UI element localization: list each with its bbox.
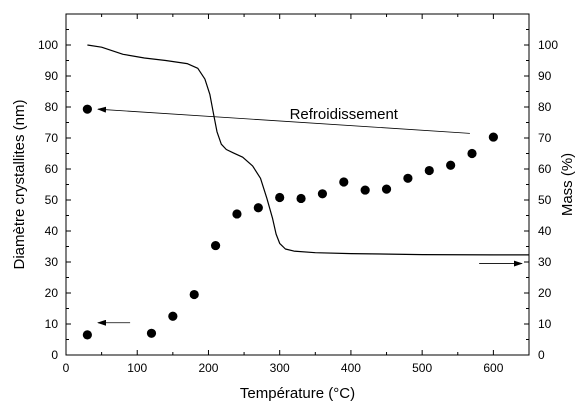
scatter-point [381,184,392,194]
x-tick-label: 600 [483,361,503,375]
y-tick-label: 80 [45,100,59,114]
x-axis-title: Température (°C) [240,385,355,402]
scatter-point [296,193,306,204]
y2-tick-label: 20 [538,286,552,300]
y2-tick-label: 60 [538,162,552,176]
annotations-layer: Refroidissement [97,106,523,326]
x-tick-label: 200 [198,361,218,375]
scatter-point [317,189,328,199]
y-tick-label: 70 [45,131,59,145]
scatter-point [467,148,477,159]
y-tick-label: 10 [45,317,59,331]
scatter-point [360,185,370,195]
y2-tick-label: 50 [538,193,552,207]
data-layer [82,44,529,340]
y2-tick-label: 10 [538,317,552,331]
y2-tick-label: 0 [538,348,545,362]
series-line [87,44,529,256]
y2-tick-label: 100 [538,38,558,52]
ticks-layer: 0 100 200 300 400 500 600010203040506070809010… [38,14,558,375]
scatter-point [210,240,221,251]
x-tick-label: 100 [127,361,147,375]
scatter-point [232,209,242,219]
y2-tick-label: 80 [538,100,552,114]
y-tick-label: 20 [45,286,59,300]
x-tick-label: 500 [412,361,432,375]
scatter-point [189,289,199,300]
scatter-point [82,104,92,114]
scatter-point [275,192,285,203]
y-tick-label: 0 [51,348,58,362]
y-tick-label: 50 [45,193,59,207]
x-tick-label: 400 [341,361,361,375]
y-tick-label: 30 [45,255,59,269]
scatter-point [82,330,92,340]
scatter-point [424,165,434,176]
scatter-point [146,328,157,338]
scatter-point [446,160,456,170]
scatter-point [403,173,413,183]
y2-tick-label: 40 [538,224,552,238]
y2-tick-label: 30 [538,255,552,269]
x-tick-label: 300 [270,361,290,375]
y2-tick-label: 90 [538,69,552,83]
y-axis-title: Diamètre crystallites (nm) [11,99,28,269]
y-tick-label: 60 [45,162,59,176]
y2-axis-title: Mass (%) [559,153,576,216]
scatter-point [488,132,498,142]
y2-tick-label: 70 [538,131,552,145]
scatter-point [339,177,349,187]
y-tick-label: 40 [45,224,59,238]
y-tick-label: 100 [38,38,58,52]
annotation-arrow [97,106,470,134]
x-tick-label: 0 [63,361,70,375]
annotation-label: Refroidissement [290,106,399,123]
y-tick-label: 90 [45,69,59,83]
plot-frame [65,13,530,356]
scatter-point [168,311,178,321]
scatter-point [253,203,263,213]
